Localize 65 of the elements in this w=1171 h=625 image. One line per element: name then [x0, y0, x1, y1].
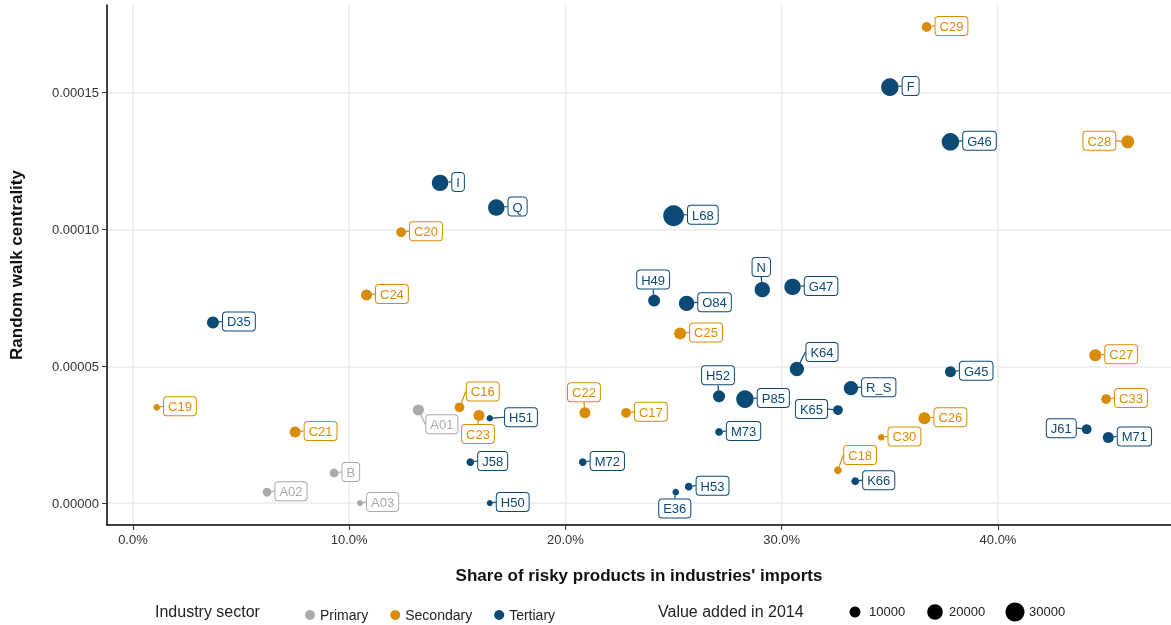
data-label: I: [456, 174, 460, 190]
data-label: A02: [279, 484, 303, 500]
y-tick-label: 0.00010: [52, 221, 99, 237]
data-label: Q: [512, 199, 523, 215]
x-tick-label: 20.0%: [547, 532, 585, 547]
data-label: H51: [509, 410, 533, 426]
x-tick-label: 0.0%: [118, 532, 149, 547]
data-label: M72: [594, 454, 620, 470]
data-label: R_S: [866, 380, 892, 396]
data-label: C29: [939, 18, 964, 34]
data-label: K66: [867, 473, 891, 489]
legend-label: 30000: [1029, 604, 1066, 619]
data-label: M73: [730, 423, 757, 439]
data-label: C30: [892, 429, 917, 445]
data-label: C28: [1087, 133, 1112, 149]
data-label: K64: [810, 345, 834, 361]
data-label: H53: [700, 478, 725, 494]
legend-label: Tertiary: [509, 607, 556, 623]
legend-label: Secondary: [405, 607, 473, 623]
data-label: C16: [470, 384, 495, 400]
data-label: H52: [706, 368, 730, 384]
data-label: C25: [694, 325, 718, 341]
data-label: D35: [226, 314, 251, 330]
legend-label: 10000: [869, 604, 906, 619]
data-label: C19: [168, 399, 192, 415]
y-tick-label: 0.00000: [52, 495, 99, 511]
data-label: C17: [638, 404, 663, 420]
x-axis-title: Share of risky products in industries' imports: [455, 566, 823, 585]
data-label: C23: [466, 427, 490, 443]
data-label: G45: [963, 363, 989, 379]
y-axis-title: Random walk centrality: [7, 169, 26, 360]
data-label: A03: [371, 495, 395, 511]
legend-label: Primary: [320, 607, 369, 623]
data-label: L68: [692, 207, 714, 223]
data-label: P85: [761, 391, 785, 407]
data-label: A01: [430, 417, 454, 433]
data-label: K65: [799, 402, 824, 418]
data-label: C24: [380, 287, 404, 303]
data-label: C20: [414, 224, 438, 240]
data-label: J61: [1050, 421, 1072, 437]
data-label: M71: [1121, 429, 1148, 445]
data-label: N: [756, 259, 766, 275]
data-label: C18: [848, 447, 873, 463]
x-tick-label: 10.0%: [330, 532, 369, 547]
y-tick-label: 0.00015: [52, 85, 99, 101]
data-label: G47: [808, 278, 834, 294]
legend-title: Industry sector: [155, 602, 261, 620]
data-label: C26: [938, 410, 963, 426]
data-label: C33: [1119, 391, 1143, 407]
data-label: J58: [482, 454, 504, 470]
legend-label: 20000: [949, 604, 986, 619]
data-label: H49: [641, 272, 666, 288]
x-tick-label: 30.0%: [763, 532, 801, 547]
x-tick-label: 40.0%: [979, 532, 1017, 547]
text: Value added in 2014: [658, 602, 804, 620]
data-label: E36: [663, 501, 687, 517]
data-label: C21: [308, 423, 333, 439]
data-label: C22: [572, 385, 596, 401]
data-label: F: [906, 79, 915, 95]
data-label: B: [346, 465, 356, 480]
data-label: H50: [500, 495, 525, 511]
data-label: G46: [967, 133, 992, 149]
data-label: C27: [1109, 347, 1134, 363]
data-label: O84: [702, 295, 727, 311]
y-tick-label: 0.00005: [52, 358, 99, 374]
